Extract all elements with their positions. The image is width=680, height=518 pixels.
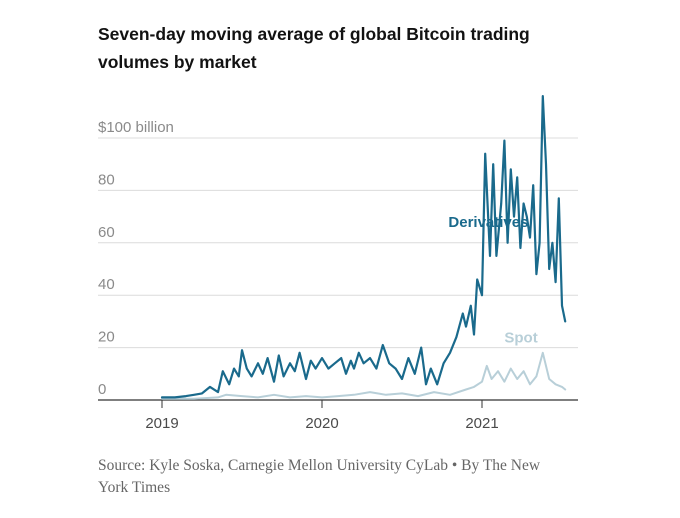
series-line-spot xyxy=(161,351,567,400)
y-tick-label: $100 billion xyxy=(98,119,174,136)
y-tick-label: 20 xyxy=(98,329,115,346)
y-axis-labels: $100 billion 80 60 40 20 0 xyxy=(98,119,174,398)
series-lines xyxy=(160,95,567,400)
series-label-spot: Spot xyxy=(504,329,537,346)
y-tick-label: 80 xyxy=(98,171,115,188)
y-tick-label: 0 xyxy=(98,381,106,398)
x-axis: 2019 2020 2021 xyxy=(98,399,578,432)
chart-title: Seven-day moving average of global Bitco… xyxy=(98,24,530,72)
x-tick-label: 2020 xyxy=(305,415,338,432)
series-line-derivatives xyxy=(160,95,567,399)
y-tick-label: 60 xyxy=(98,224,115,241)
x-tick-label: 2019 xyxy=(145,415,178,432)
line-chart: $100 billion 80 60 40 20 0 2019 2020 2021 Deriv… xyxy=(98,95,578,432)
series-labels: Derivatives Spot xyxy=(448,214,537,346)
y-tick-label: 40 xyxy=(98,276,115,293)
series-label-derivatives: Derivatives xyxy=(448,214,528,231)
x-tick-label: 2021 xyxy=(465,415,498,432)
source-note: Source: Kyle Soska, Carnegie Mellon Univ… xyxy=(98,457,541,496)
